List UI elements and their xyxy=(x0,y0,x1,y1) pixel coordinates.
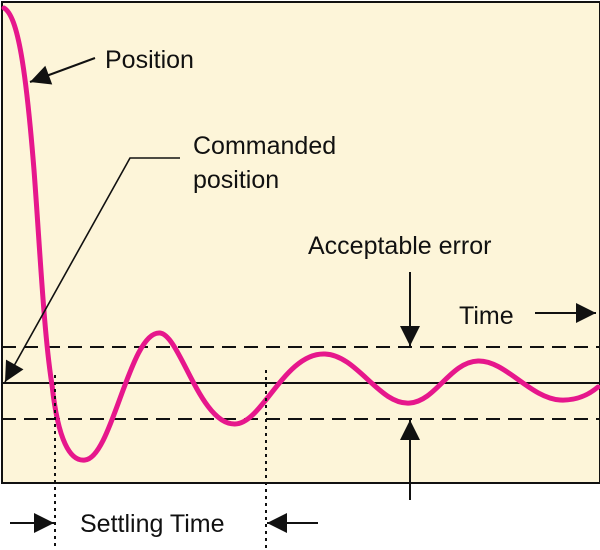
acceptable-error-label: Acceptable error xyxy=(308,232,491,260)
commanded-label-line1: Commanded xyxy=(193,132,336,160)
plot-area xyxy=(1,1,600,484)
commanded-label-line2: position xyxy=(193,166,279,194)
position-arrow xyxy=(29,57,96,85)
time-label: Time xyxy=(459,302,514,330)
position-curve xyxy=(1,5,600,463)
settling-time-label: Settling Time xyxy=(80,510,225,538)
commanded-position-leader xyxy=(4,157,180,383)
position-label: Position xyxy=(105,46,194,74)
